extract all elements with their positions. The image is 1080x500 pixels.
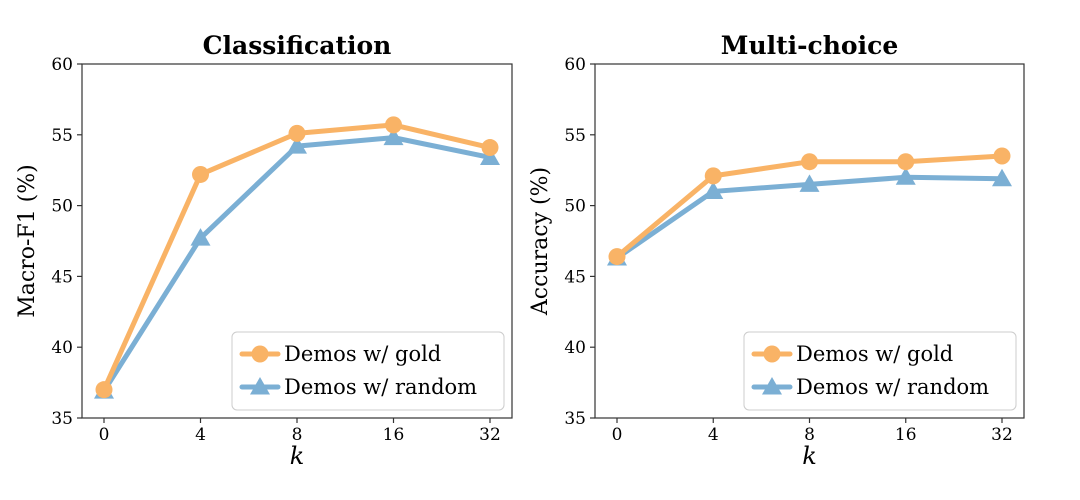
y-axis-label: Macro-F1 (%) — [15, 164, 40, 317]
data-point-gold — [897, 153, 915, 171]
data-point-gold — [704, 167, 722, 185]
data-point-random — [799, 174, 820, 192]
legend-marker-random — [762, 377, 782, 395]
data-point-random — [480, 147, 500, 165]
legend — [743, 331, 1017, 411]
y-tick-label: 55 — [564, 126, 586, 146]
legend — [231, 331, 505, 411]
y-tick-label: 40 — [51, 338, 73, 358]
y-tick-label: 55 — [51, 126, 73, 146]
legend-label: Demos w/ random — [284, 375, 477, 399]
series-line-gold — [614, 153, 1005, 260]
classification-chart: Classification 35 40 45 50 55 60 0 4 8 16 32 k Macro-… — [15, 31, 513, 470]
data-point-gold — [288, 124, 306, 142]
x-axis-label: k — [290, 442, 305, 470]
data-point-gold — [801, 153, 818, 171]
data-point-gold — [192, 165, 209, 183]
y-tick-label: 35 — [51, 409, 73, 429]
y-axis-label: Accuracy (%) — [528, 167, 553, 316]
y-tick-label: 45 — [564, 267, 586, 287]
data-point-gold — [385, 116, 402, 134]
legend-marker-gold — [763, 345, 781, 363]
data-point-random — [703, 181, 724, 199]
x-tick-label: 8 — [804, 425, 815, 445]
legend-marker-random — [250, 377, 270, 395]
y-tick-label: 40 — [564, 338, 586, 358]
plot-frame — [81, 63, 513, 419]
y-tick-label: 60 — [564, 55, 586, 75]
data-point-random — [383, 127, 404, 146]
y-tick-label: 60 — [51, 55, 73, 75]
legend-label: Demos w/ random — [796, 375, 989, 399]
x-tick-label: 0 — [612, 425, 623, 445]
data-point-random — [992, 168, 1012, 187]
data-point-random — [287, 136, 307, 154]
x-tick-label: 8 — [292, 425, 303, 445]
x-tick-label: 4 — [708, 425, 719, 445]
legend-label: Demos w/ gold — [796, 342, 953, 366]
x-tick-label: 4 — [195, 425, 206, 445]
x-tick-label: 16 — [895, 425, 917, 445]
chart-title: Classification — [203, 31, 392, 60]
plot-frame — [594, 63, 1025, 419]
x-tick-label: 32 — [479, 425, 501, 445]
legend-label: Demos w/ gold — [284, 342, 441, 366]
x-tick-label: 0 — [99, 425, 110, 445]
y-tick-label: 50 — [564, 197, 586, 217]
x-tick-label: 16 — [383, 425, 405, 445]
y-tick-label: 50 — [51, 197, 73, 217]
data-point-gold — [481, 139, 499, 157]
y-tick-label: 35 — [564, 409, 586, 429]
x-tick-label: 32 — [991, 425, 1013, 445]
data-point-random — [895, 167, 916, 185]
x-axis-label: k — [802, 442, 817, 470]
data-point-gold — [608, 248, 626, 266]
data-point-gold — [95, 381, 113, 399]
legend-marker-gold — [251, 345, 269, 363]
chart-title: Multi-choice — [721, 31, 898, 60]
data-point-random — [190, 228, 211, 246]
y-tick-label: 45 — [51, 267, 73, 287]
data-point-gold — [993, 147, 1011, 165]
multi-choice-chart: Multi-choice 35 40 45 50 55 60 0 4 8 16 32 k Accuracy… — [528, 31, 1025, 470]
